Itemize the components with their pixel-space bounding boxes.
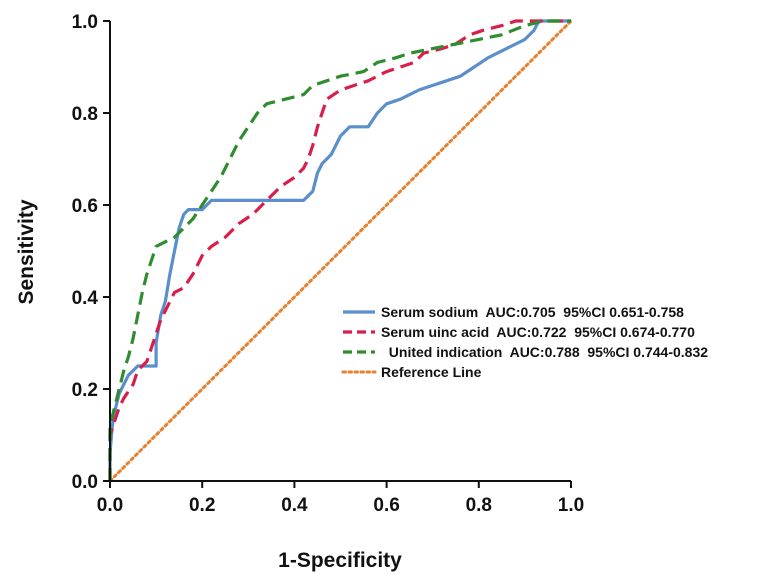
y-tick-label: 0.4 [72,288,99,309]
y-tick-label: 0.2 [72,380,98,401]
x-axis-title: 1-Specificity [278,549,402,572]
x-tick-label: 0.8 [466,495,492,516]
series-layer [108,19,573,483]
legend: Serum sodium AUC:0.705 95%CI 0.651-0.758… [341,304,708,380]
x-tick-label: 0.6 [373,495,399,516]
plot-area: 0.0 0.2 0.4 0.6 0.8 1.0 0.0 0.2 0.4 0.6 0.8 1.0 [72,12,585,516]
y-axis-title: Sensitivity [15,199,38,304]
legend-label: Serum sodium AUC:0.705 95%CI 0.651-0.758 [381,304,684,320]
y-tick-label: 0.0 [72,472,98,493]
y-tick-label: 0.8 [72,104,98,125]
series-line-4 [108,19,573,483]
x-tick-label: 0.4 [281,495,308,516]
x-tick-label: 0.2 [189,495,215,516]
x-ticks: 0.0 0.2 0.4 0.6 0.8 1.0 [97,481,584,516]
legend-label: Reference Line [381,364,482,380]
series-line-1 [108,19,571,481]
x-tick-label: 0.0 [97,495,123,516]
y-ticks: 0.0 0.2 0.4 0.6 0.8 1.0 [72,12,110,493]
legend-label: Serum uinc acid AUC:0.722 95%CI 0.674-0.… [381,324,695,340]
y-tick-label: 1.0 [72,12,98,33]
x-tick-label: 1.0 [558,495,584,516]
y-tick-label: 0.6 [72,196,98,217]
series-line-3 [108,19,571,481]
legend-label: United indication AUC:0.788 95%CI 0.744-… [381,344,708,360]
series-line-2 [108,19,571,481]
